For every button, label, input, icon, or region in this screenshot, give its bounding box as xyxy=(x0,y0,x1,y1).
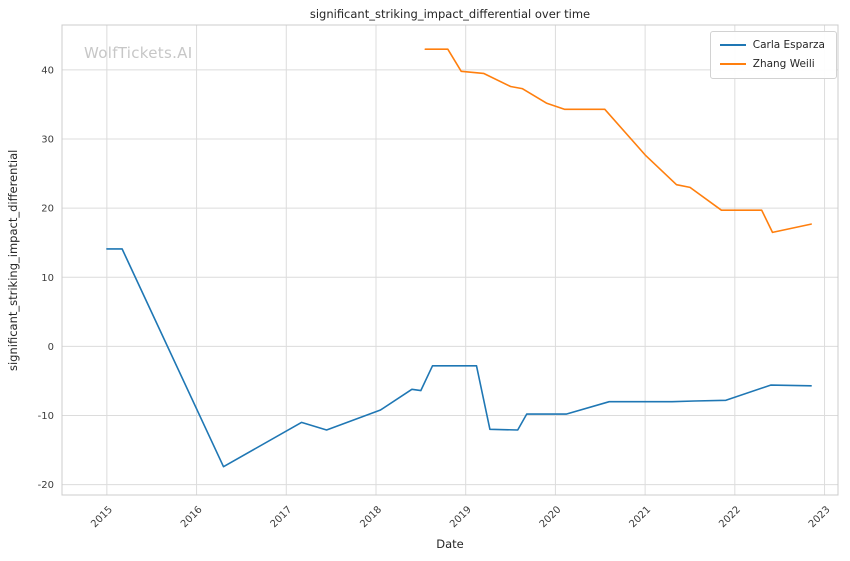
svg-text:2018: 2018 xyxy=(358,504,384,530)
legend-label: Carla Esparza xyxy=(752,39,825,51)
svg-text:2023: 2023 xyxy=(807,504,833,530)
svg-text:-10: -10 xyxy=(38,411,54,422)
svg-text:2016: 2016 xyxy=(179,504,205,530)
legend: Carla Esparza Zhang Weili xyxy=(709,31,837,79)
svg-text:2022: 2022 xyxy=(717,504,743,530)
svg-text:30: 30 xyxy=(41,135,54,146)
svg-text:20: 20 xyxy=(41,204,54,215)
x-axis-label: Date xyxy=(436,537,464,551)
chart-title: significant_striking_impact_differential… xyxy=(309,7,591,21)
svg-text:2021: 2021 xyxy=(627,504,653,530)
y-axis-label: significant_striking_impact_differential xyxy=(6,149,20,371)
legend-item-carla-esparza: Carla Esparza xyxy=(719,39,825,51)
svg-text:2017: 2017 xyxy=(269,504,295,530)
svg-text:10: 10 xyxy=(41,273,54,284)
svg-text:2019: 2019 xyxy=(448,504,474,530)
legend-item-zhang-weili: Zhang Weili xyxy=(719,58,825,70)
legend-line-swatch-carla xyxy=(719,44,746,46)
legend-label: Zhang Weili xyxy=(752,58,815,70)
svg-text:40: 40 xyxy=(41,65,54,76)
watermark: WolfTickets.AI xyxy=(84,44,193,62)
svg-text:2020: 2020 xyxy=(538,504,564,530)
legend-line-swatch-zhang xyxy=(719,63,746,65)
svg-text:2015: 2015 xyxy=(89,504,115,530)
svg-text:0: 0 xyxy=(48,342,54,353)
svg-text:-20: -20 xyxy=(38,480,54,491)
